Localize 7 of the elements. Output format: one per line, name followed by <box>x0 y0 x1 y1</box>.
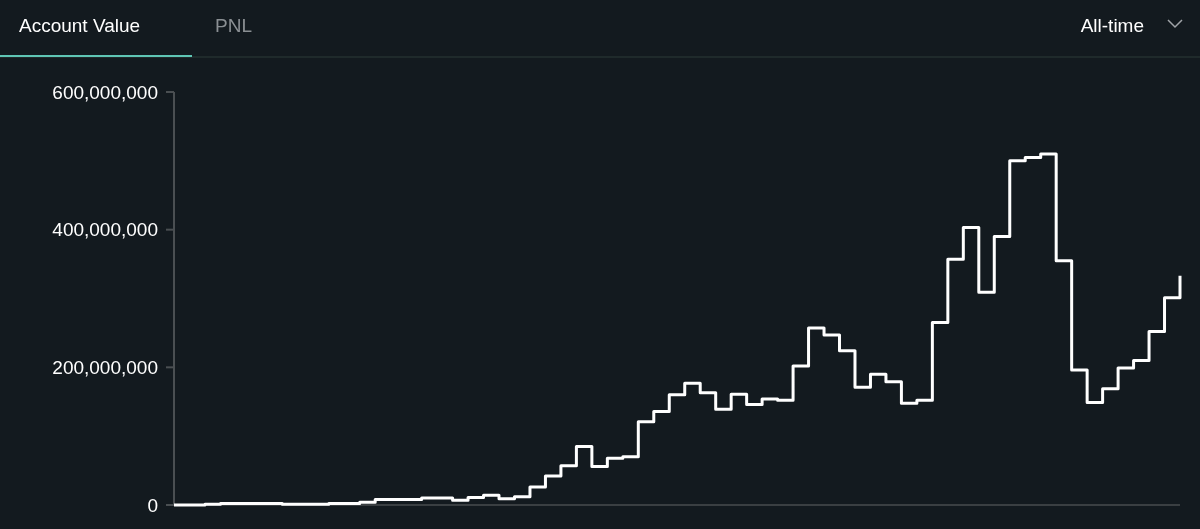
y-tick-label: 400,000,000 <box>52 219 158 241</box>
y-tick-label: 0 <box>147 494 158 516</box>
y-tick-label: 200,000,000 <box>52 356 158 378</box>
y-tick-label: 600,000,000 <box>52 81 158 103</box>
text: All-time <box>1080 15 1144 36</box>
text: PNL <box>215 15 252 36</box>
text: Account Value <box>19 15 141 36</box>
